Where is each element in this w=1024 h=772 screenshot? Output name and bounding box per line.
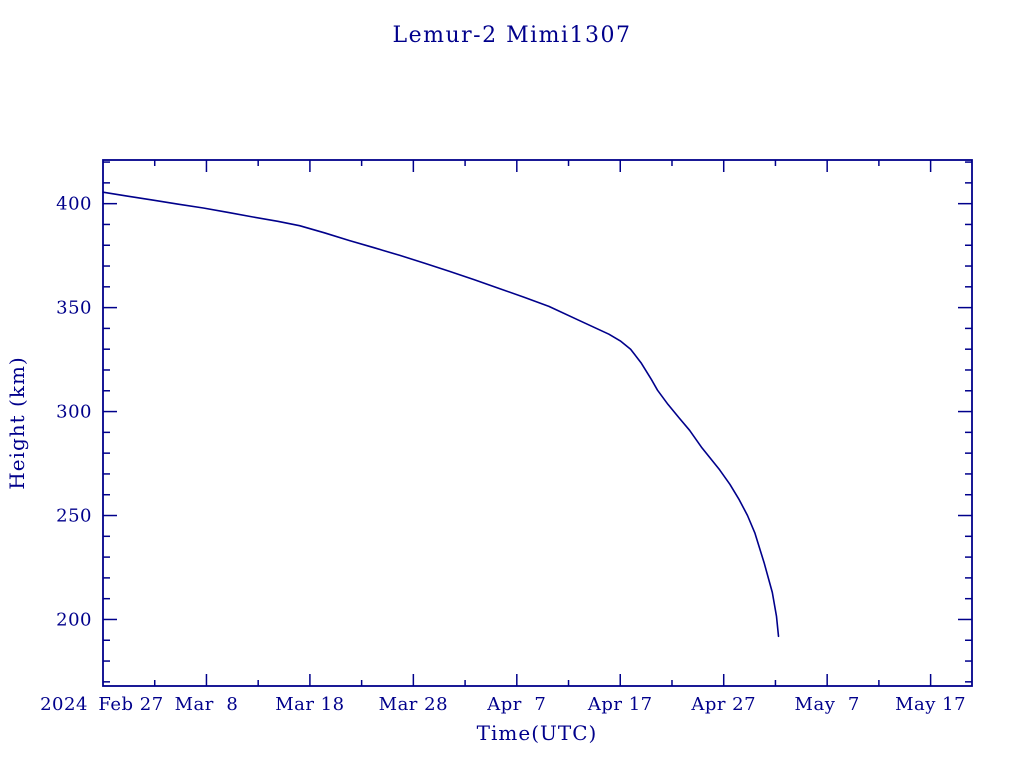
x-tick-label: Mar 18 xyxy=(275,694,344,715)
x-tick-label: Apr 17 xyxy=(587,694,653,715)
y-tick-label: 250 xyxy=(56,506,92,527)
axis-ticks xyxy=(103,160,972,686)
x-axis-year-label: 2024 xyxy=(40,694,88,715)
x-tick-label: Apr 7 xyxy=(486,694,546,715)
x-tick-label: Mar 28 xyxy=(379,694,448,715)
x-tick-label: Apr 27 xyxy=(690,694,756,715)
x-tick-label: Feb 27 xyxy=(98,694,163,715)
y-tick-label: 300 xyxy=(56,402,92,423)
y-tick-label: 400 xyxy=(56,194,92,215)
x-tick-label: May 17 xyxy=(895,694,966,715)
decay-curve xyxy=(102,191,780,638)
y-axis-label: Height (km) xyxy=(5,356,29,489)
y-tick-label: 200 xyxy=(56,609,92,630)
x-tick-label: Mar 8 xyxy=(175,694,239,715)
chart-title: Lemur-2 Mimi1307 xyxy=(392,23,631,48)
y-tick-labels: 200 250 300 350 400 xyxy=(56,194,92,631)
x-axis-label: Time(UTC) xyxy=(477,721,598,745)
plot-border xyxy=(102,159,973,687)
y-tick-label: 350 xyxy=(56,298,92,319)
x-tick-label: May 7 xyxy=(795,694,860,715)
x-tick-labels: Feb 27 Mar 8 Mar 18 Mar 28 Apr 7 Apr 17 Apr 27… xyxy=(98,694,966,715)
